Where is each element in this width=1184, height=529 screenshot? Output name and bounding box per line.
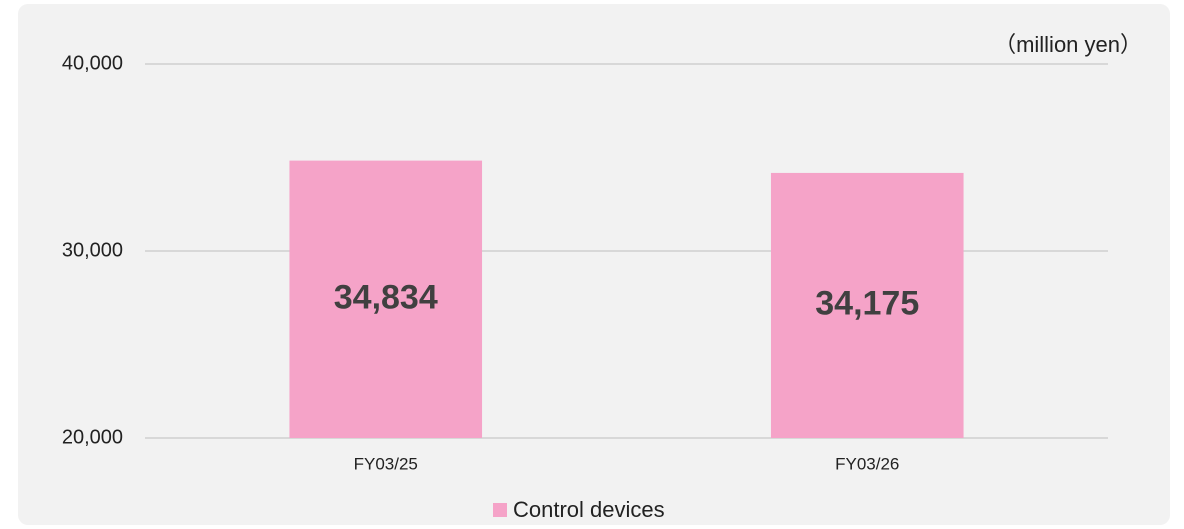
y-tick-label: 30,000 bbox=[62, 239, 123, 261]
bar bbox=[289, 160, 483, 439]
y-tick-label: 20,000 bbox=[62, 426, 123, 448]
data-label: 34,834 bbox=[334, 278, 438, 316]
y-tick-label: 40,000 bbox=[62, 52, 123, 74]
bar bbox=[770, 172, 964, 439]
x-tick-label: FY03/25 bbox=[354, 454, 418, 473]
legend-swatch bbox=[493, 503, 507, 517]
chart-background bbox=[18, 4, 1170, 525]
legend-label: Control devices bbox=[513, 497, 665, 522]
x-tick-label: FY03/26 bbox=[835, 454, 899, 473]
data-label: 34,175 bbox=[815, 284, 919, 322]
unit-label: （million yen） bbox=[994, 32, 1142, 57]
